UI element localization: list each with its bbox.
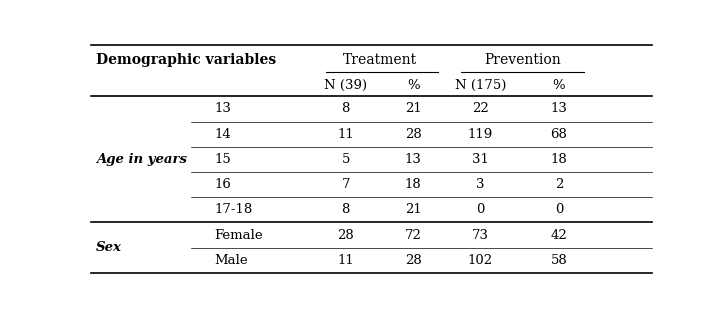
Text: 14: 14 — [214, 128, 231, 141]
Text: 11: 11 — [337, 128, 354, 141]
Text: 42: 42 — [551, 228, 568, 241]
Text: 68: 68 — [550, 128, 568, 141]
Text: 28: 28 — [405, 128, 421, 141]
Text: 21: 21 — [405, 203, 421, 216]
Text: Male: Male — [214, 254, 248, 267]
Text: 16: 16 — [214, 178, 231, 191]
Text: %: % — [407, 79, 419, 92]
Text: 11: 11 — [337, 254, 354, 267]
Text: 17-18: 17-18 — [214, 203, 252, 216]
Text: Female: Female — [214, 228, 263, 241]
Text: 0: 0 — [476, 203, 484, 216]
Text: 0: 0 — [555, 203, 563, 216]
Text: 28: 28 — [337, 228, 354, 241]
Text: 28: 28 — [405, 254, 421, 267]
Text: 58: 58 — [551, 254, 568, 267]
Text: Sex: Sex — [96, 241, 122, 254]
Text: N (39): N (39) — [324, 79, 367, 92]
Text: Age in years: Age in years — [96, 153, 187, 166]
Text: 73: 73 — [472, 228, 489, 241]
Text: Treatment: Treatment — [342, 53, 416, 67]
Text: 13: 13 — [405, 153, 421, 166]
Text: 21: 21 — [405, 102, 421, 115]
Text: 22: 22 — [472, 102, 489, 115]
Text: Prevention: Prevention — [484, 53, 561, 67]
Text: 3: 3 — [476, 178, 484, 191]
Text: %: % — [552, 79, 565, 92]
Text: Demographic variables: Demographic variables — [96, 53, 277, 67]
Text: 13: 13 — [214, 102, 231, 115]
Text: 8: 8 — [342, 203, 350, 216]
Text: 5: 5 — [342, 153, 350, 166]
Text: 13: 13 — [550, 102, 568, 115]
Text: 18: 18 — [405, 178, 421, 191]
Text: 15: 15 — [214, 153, 231, 166]
Text: 8: 8 — [342, 102, 350, 115]
Text: 119: 119 — [468, 128, 493, 141]
Text: 7: 7 — [342, 178, 350, 191]
Text: 31: 31 — [472, 153, 489, 166]
Text: 2: 2 — [555, 178, 563, 191]
Text: 18: 18 — [551, 153, 568, 166]
Text: 102: 102 — [468, 254, 493, 267]
Text: 72: 72 — [405, 228, 421, 241]
Text: N (175): N (175) — [455, 79, 506, 92]
